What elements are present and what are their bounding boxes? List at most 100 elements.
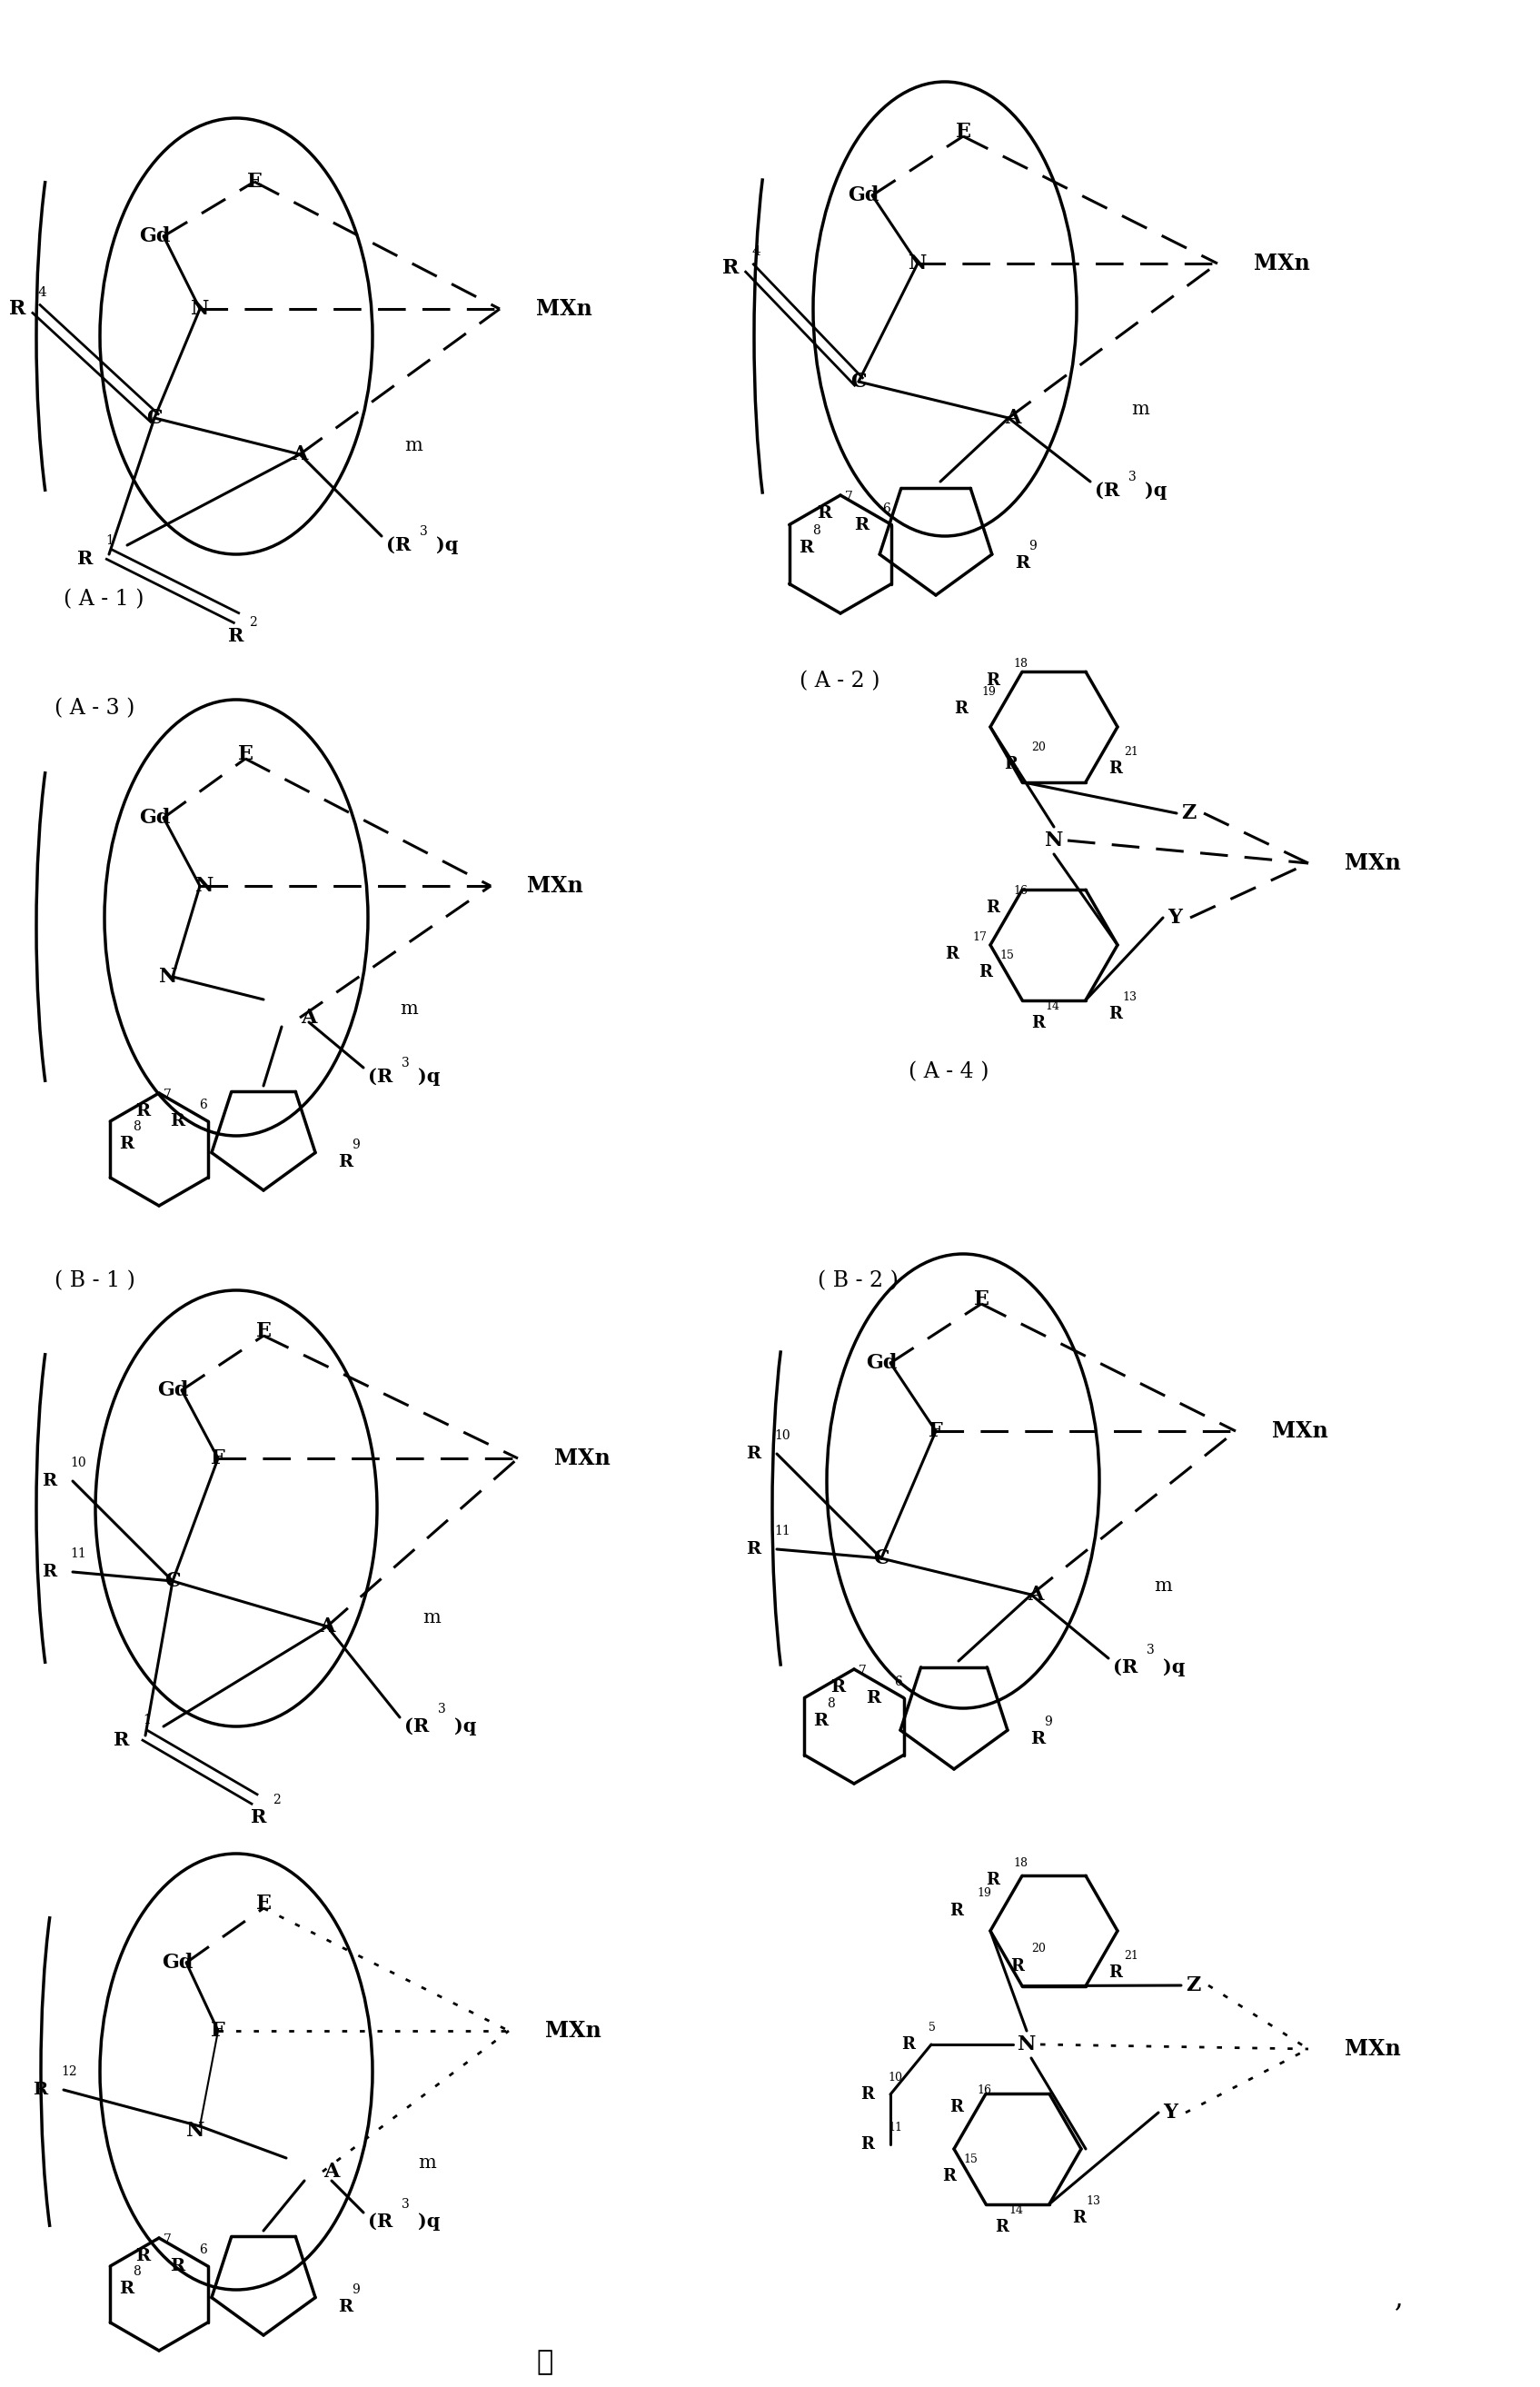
Text: )q: )q <box>1144 482 1167 499</box>
Text: 9: 9 <box>1029 539 1036 551</box>
Text: N: N <box>1044 831 1063 850</box>
Text: )q: )q <box>1163 1659 1186 1676</box>
Text: 10: 10 <box>887 2072 902 2084</box>
Text: R: R <box>995 2218 1009 2234</box>
Text: 12: 12 <box>62 2065 77 2079</box>
Text: F: F <box>929 1420 942 1442</box>
Text: R: R <box>745 1542 761 1556</box>
Text: 1: 1 <box>105 535 114 547</box>
Text: 15: 15 <box>962 2153 978 2165</box>
Text: 6: 6 <box>882 501 890 516</box>
Text: m: m <box>1132 401 1149 418</box>
Text: R: R <box>950 2098 962 2115</box>
Text: Y: Y <box>1163 2103 1178 2122</box>
Text: R: R <box>119 2280 134 2296</box>
Text: C: C <box>850 372 867 391</box>
Text: 和: 和 <box>537 2349 553 2377</box>
Text: R: R <box>1109 759 1123 776</box>
Text: m: m <box>1153 1578 1172 1595</box>
Text: )q: )q <box>417 1067 440 1086</box>
Text: 8: 8 <box>132 2265 140 2277</box>
Text: A: A <box>1027 1585 1044 1604</box>
Text: MXn: MXn <box>545 2019 601 2041</box>
Text: ,: , <box>1395 2284 1403 2313</box>
Text: Gd: Gd <box>139 807 169 828</box>
Text: 13: 13 <box>1123 991 1137 1003</box>
Text: R: R <box>77 549 92 568</box>
Text: A: A <box>293 444 308 465</box>
Text: 4: 4 <box>752 246 761 258</box>
Text: R: R <box>986 673 999 690</box>
Text: 19: 19 <box>981 685 996 697</box>
Text: m: m <box>400 1000 417 1017</box>
Text: R: R <box>339 2299 353 2315</box>
Text: R: R <box>816 506 832 523</box>
Text: MXn: MXn <box>1344 2038 1401 2060</box>
Text: 9: 9 <box>351 1139 360 1151</box>
Text: R: R <box>979 964 993 981</box>
Text: E: E <box>246 172 262 191</box>
Text: Z: Z <box>1181 804 1197 824</box>
Text: F: F <box>211 1449 225 1468</box>
Text: MXn: MXn <box>536 298 593 320</box>
Text: 3: 3 <box>402 1057 410 1069</box>
Text: R: R <box>830 1678 845 1695</box>
Text: R: R <box>42 1473 57 1489</box>
Text: R: R <box>119 1136 134 1153</box>
Text: R: R <box>251 1809 266 1826</box>
Text: 18: 18 <box>1013 1857 1027 1869</box>
Text: R: R <box>986 1871 999 1888</box>
Text: 16: 16 <box>1013 886 1027 898</box>
Text: (R: (R <box>405 1716 430 1735</box>
Text: 16: 16 <box>976 2084 992 2096</box>
Text: 10: 10 <box>69 1456 86 1470</box>
Text: A: A <box>319 1616 336 1637</box>
Text: C: C <box>165 1571 180 1592</box>
Text: 1: 1 <box>143 1714 151 1726</box>
Text: 6: 6 <box>199 1098 206 1112</box>
Text: 19: 19 <box>976 1888 992 1900</box>
Text: 8: 8 <box>827 1697 835 1709</box>
Text: 11: 11 <box>69 1547 86 1561</box>
Text: E: E <box>256 1893 271 1914</box>
Text: Gd: Gd <box>847 186 879 205</box>
Text: MXn: MXn <box>1272 1420 1327 1442</box>
Text: 5: 5 <box>929 2022 936 2034</box>
Text: R: R <box>722 258 739 277</box>
Text: 6: 6 <box>895 1676 902 1688</box>
Text: 9: 9 <box>1044 1716 1052 1728</box>
Text: N: N <box>186 2120 205 2141</box>
Text: m: m <box>422 1609 440 1626</box>
Text: ( A - 1 ): ( A - 1 ) <box>63 590 145 611</box>
Text: R: R <box>9 298 26 320</box>
Text: ( B - 2 ): ( B - 2 ) <box>818 1270 898 1291</box>
Text: 11: 11 <box>775 1525 790 1537</box>
Text: 3: 3 <box>402 2198 410 2210</box>
Text: R: R <box>171 1112 185 1129</box>
Text: E: E <box>973 1289 989 1310</box>
Text: R: R <box>136 2249 149 2265</box>
Text: F: F <box>211 2022 225 2041</box>
Text: 13: 13 <box>1086 2196 1100 2206</box>
Text: 15: 15 <box>999 950 1013 962</box>
Text: 21: 21 <box>1124 1950 1138 1962</box>
Text: E: E <box>237 745 253 764</box>
Text: R: R <box>1109 1965 1123 1981</box>
Text: 6: 6 <box>199 2244 206 2256</box>
Text: R: R <box>946 945 958 962</box>
Text: ( A - 4 ): ( A - 4 ) <box>909 1062 989 1084</box>
Text: A: A <box>300 1007 317 1029</box>
Text: 14: 14 <box>1044 1000 1060 1012</box>
Text: Gd: Gd <box>162 1953 192 1972</box>
Text: N: N <box>196 876 214 895</box>
Text: N: N <box>191 298 209 320</box>
Text: Z: Z <box>1186 1976 1200 1996</box>
Text: R: R <box>42 1563 57 1580</box>
Text: R: R <box>865 1690 881 1707</box>
Text: (R: (R <box>1113 1659 1138 1676</box>
Text: R: R <box>339 1153 353 1170</box>
Text: 2: 2 <box>273 1793 280 1807</box>
Text: N: N <box>1018 2034 1036 2055</box>
Text: A: A <box>1006 408 1021 427</box>
Text: 18: 18 <box>1013 659 1027 671</box>
